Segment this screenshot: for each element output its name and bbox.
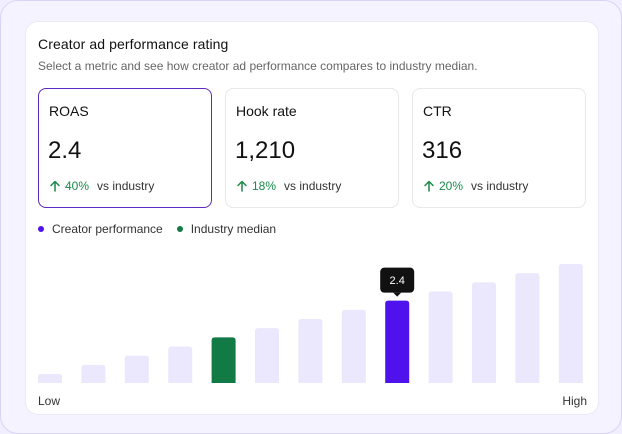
chart-legend: Creator performance Industry median [38, 222, 290, 236]
arrow-up-icon [424, 180, 434, 192]
metric-label: CTR [423, 103, 452, 119]
chart-tooltip: 2.4 [380, 267, 415, 297]
legend-item-creator: Creator performance [38, 222, 163, 236]
chart-bar [81, 364, 106, 383]
arrow-up-icon [237, 180, 247, 192]
chart-bar [515, 273, 540, 383]
metric-value: 1,210 [235, 137, 296, 164]
metric-vs-label: vs industry [284, 179, 342, 193]
chart-bar-creator-performance [385, 300, 410, 383]
metric-delta: 40% vs industry [49, 179, 154, 193]
chart-bar [472, 282, 496, 383]
chart-bar [558, 264, 583, 383]
metric-value: 2.4 [48, 137, 82, 164]
legend-dot-creator [38, 226, 44, 232]
metric-vs-label: vs industry [471, 179, 529, 193]
chart-tooltip-value: 2.4 [390, 275, 405, 287]
chart-bar [255, 328, 279, 383]
metric-card-roas[interactable]: ROAS 2.4 40% vs industry [38, 88, 212, 208]
chart-bar [298, 319, 323, 383]
chart-bar [124, 355, 149, 383]
metric-delta: 20% vs industry [423, 179, 528, 193]
metric-delta-value: 18% [252, 179, 277, 193]
metric-vs-label: vs industry [97, 179, 155, 193]
metric-value: 316 [422, 137, 463, 164]
card-title: Creator ad performance rating [38, 36, 229, 52]
arrow-up-icon [50, 180, 60, 192]
chart-bar-industry-median [211, 337, 236, 383]
legend-dot-industry [176, 226, 183, 232]
chart-bar [38, 374, 62, 383]
card-subtitle: Select a metric and see how creator ad p… [38, 59, 478, 73]
chart-bar [168, 346, 193, 383]
metric-label: ROAS [49, 103, 89, 119]
metric-delta: 18% vs industry [236, 179, 341, 193]
metric-delta-value: 40% [65, 179, 90, 193]
metric-card-hook-rate[interactable]: Hook rate 1,210 18% vs industry [225, 88, 399, 208]
metric-card-ctr[interactable]: CTR 316 20% vs industry [412, 88, 586, 208]
metric-label: Hook rate [236, 103, 297, 119]
performance-card: Creator ad performance rating Select a m… [26, 22, 598, 414]
axis-label-low: Low [38, 394, 61, 408]
chart-bar [428, 291, 453, 383]
performance-bar-chart: 2.4 [38, 264, 583, 383]
axis-label-high: High [562, 394, 587, 408]
legend-item-industry: Industry median [176, 222, 277, 236]
chart-bar [341, 309, 366, 383]
legend-label-creator: Creator performance [52, 222, 163, 236]
metric-delta-value: 20% [439, 179, 464, 193]
legend-label-industry: Industry median [190, 222, 277, 236]
